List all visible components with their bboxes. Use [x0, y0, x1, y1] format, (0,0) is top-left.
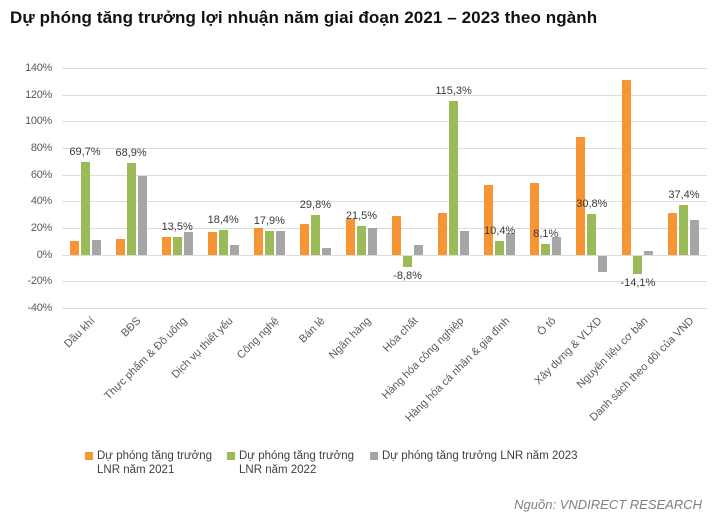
y-gridline [62, 281, 707, 283]
bar-s1-c0 [80, 161, 90, 255]
chart-title: Dự phóng tăng trưởng lợi nhuận năm giai … [10, 8, 598, 27]
bar-s0-c12 [622, 80, 632, 255]
y-axis-tick-label: -20% [27, 275, 53, 288]
bar-s0-c3 [207, 232, 217, 255]
bar-s2-c10 [552, 237, 562, 255]
y-gridline [62, 94, 707, 96]
legend-swatch-icon [227, 452, 235, 460]
bar-s1-c9 [495, 240, 505, 255]
legend-item: Dự phóng tăng trưởng LNR năm 2023 [370, 449, 578, 463]
data-label: -8,8% [393, 270, 422, 283]
bar-s0-c13 [668, 213, 678, 255]
data-label: -14,1% [620, 277, 656, 290]
bar-s1-c8 [449, 100, 459, 255]
y-gridline [62, 174, 707, 176]
data-label: 69,7% [69, 145, 101, 158]
data-label: 115,3% [435, 84, 472, 97]
bar-s2-c4 [275, 230, 285, 255]
bar-s0-c8 [438, 213, 448, 255]
legend-swatch-icon [85, 452, 93, 460]
y-gridline [62, 228, 707, 229]
bar-s0-c11 [576, 137, 586, 255]
bar-s2-c5 [321, 248, 331, 255]
legend-label: Dự phóng tăng trưởng LNR năm 2021 [97, 450, 213, 476]
bar-s2-c6 [367, 228, 377, 255]
data-label: 68,9% [115, 146, 147, 159]
bar-s2-c0 [91, 240, 101, 255]
data-label: 37,4% [668, 188, 700, 201]
y-axis-tick-label: 60% [30, 168, 52, 181]
bar-s1-c6 [356, 226, 366, 255]
y-gridline [62, 254, 707, 256]
bar-s0-c9 [484, 185, 494, 255]
source-note: Nguồn: VNDIRECT RESEARCH [514, 497, 702, 512]
data-label: 30,8% [576, 197, 608, 210]
y-axis-tick-label: 100% [25, 115, 52, 128]
y-gridline [62, 201, 707, 203]
bar-s0-c1 [115, 238, 125, 255]
legend-item: Dự phóng tăng trưởng LNR năm 2022 [227, 449, 367, 477]
bar-s0-c5 [299, 224, 309, 255]
y-axis-tick-label: 40% [30, 195, 52, 208]
bar-s0-c7 [392, 216, 402, 255]
bar-s1-c1 [126, 162, 136, 255]
y-axis-tick-label: 20% [30, 222, 52, 234]
y-gridline [62, 148, 707, 149]
data-label: 13,5% [161, 220, 193, 233]
bar-s2-c1 [137, 176, 147, 255]
data-label: 21,5% [345, 210, 378, 222]
legend-label: Dự phóng tăng trưởng LNR năm 2022 [239, 450, 355, 476]
legend-label: Dự phóng tăng trưởng LNR năm 2023 [382, 450, 578, 462]
bar-s1-c12 [633, 255, 643, 275]
y-gridline [62, 308, 707, 309]
y-axis-tick-label: 80% [30, 142, 52, 154]
bar-s2-c2 [183, 232, 193, 255]
bar-s1-c7 [403, 255, 413, 268]
bar-s1-c10 [541, 243, 551, 255]
y-axis-tick-label: 140% [25, 62, 52, 74]
legend-swatch-icon [370, 452, 378, 460]
bar-s1-c13 [679, 204, 689, 255]
legend-item: Dự phóng tăng trưởng LNR năm 2021 [85, 449, 225, 477]
bar-s1-c2 [172, 236, 182, 255]
bar-s2-c9 [506, 233, 516, 255]
bar-s2-c13 [690, 220, 700, 255]
bar-s0-c4 [253, 228, 263, 255]
bar-s1-c4 [264, 230, 274, 255]
data-label: 17,9% [253, 214, 285, 227]
data-label: 10,4% [484, 224, 516, 237]
data-label: 29,8% [299, 198, 331, 211]
data-label: 8,1% [533, 227, 559, 240]
y-axis-tick-label: 0% [36, 248, 53, 261]
bar-s0-c10 [530, 182, 540, 255]
bar-s2-c7 [414, 245, 424, 255]
bar-s1-c3 [218, 230, 228, 255]
bar-s2-c8 [460, 230, 470, 255]
bar-s1-c5 [310, 214, 320, 255]
bar-s1-c11 [587, 213, 597, 255]
y-gridline [62, 121, 707, 123]
y-gridline [62, 68, 707, 69]
y-axis-tick-label: -40% [27, 302, 53, 314]
bar-s0-c0 [69, 241, 79, 255]
bar-s0-c2 [161, 237, 171, 255]
bar-s2-c12 [644, 250, 654, 255]
bar-s0-c6 [345, 218, 355, 255]
bar-s2-c11 [598, 255, 608, 272]
y-axis-tick-label: 120% [25, 88, 52, 101]
data-label: 18,4% [207, 214, 239, 227]
bar-s2-c3 [229, 245, 239, 255]
